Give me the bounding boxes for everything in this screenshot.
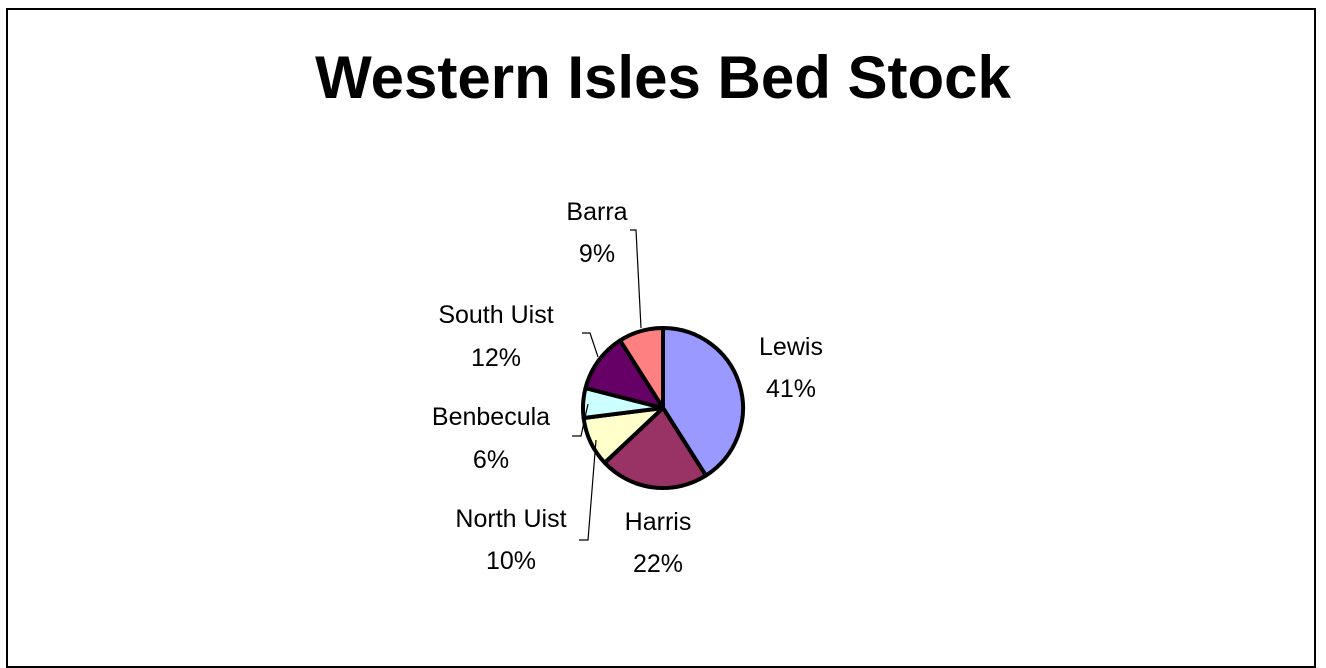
data-labels: Lewis 41% Harris 22% North Uist 10% Benbecula 6… — [432, 198, 823, 578]
pie-slice-barra — [618, 326, 665, 410]
slice-percent-label: 10% — [486, 547, 536, 575]
slice-label: Lewis — [759, 333, 823, 361]
slice-label: Benbecula — [432, 403, 550, 431]
slice-percent-label: 41% — [766, 375, 816, 403]
slice-percent-label: 6% — [473, 446, 509, 474]
slice-percent-label: 22% — [633, 550, 683, 578]
slice-label: North Uist — [455, 505, 566, 533]
leader-line-north-uist — [579, 439, 597, 541]
slice-percent-label: 12% — [471, 344, 521, 372]
pie-slices — [581, 326, 746, 490]
slice-label: Harris — [625, 508, 692, 536]
slice-percent-label: 9% — [579, 240, 615, 268]
leader-lines — [572, 229, 642, 541]
chart-title: Western Isles Bed Stock — [315, 44, 1011, 111]
slice-label: Barra — [566, 198, 627, 226]
leader-line-south-uist — [582, 332, 599, 358]
slice-label: South Uist — [438, 301, 553, 329]
leader-line-barra — [630, 229, 642, 329]
pie-slice-harris — [602, 406, 708, 490]
leader-line-benbecula — [572, 403, 589, 437]
